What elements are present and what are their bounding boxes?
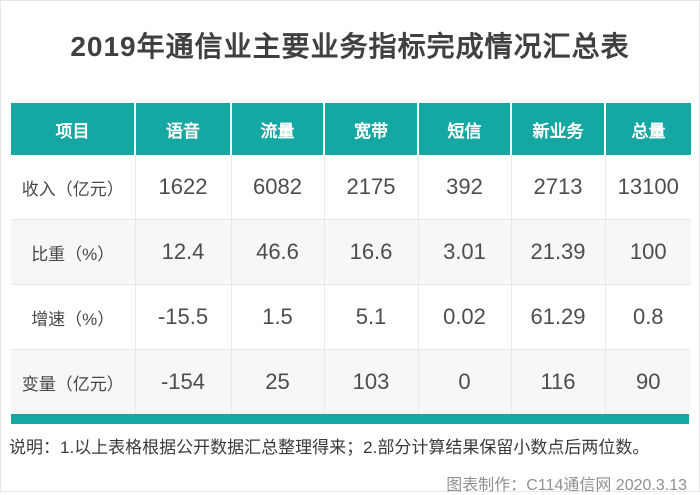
table-cell: 0.8 [604, 284, 691, 350]
row-label: 变量（亿元） [11, 349, 135, 414]
table-cell: 0 [417, 349, 511, 414]
table-cell: 46.6 [230, 219, 324, 285]
table-cell: 1622 [134, 155, 231, 220]
page-title: 2019年通信业主要业务指标完成情况汇总表 [70, 31, 630, 62]
column-header-item: 项目 [11, 103, 135, 155]
column-header-voice: 语音 [134, 103, 231, 155]
column-header-broadband: 宽带 [323, 103, 418, 155]
column-header-new-business: 新业务 [510, 103, 605, 155]
column-header-total: 总量 [604, 103, 691, 155]
row-label: 增速（%） [11, 284, 135, 350]
table-cell: 61.29 [510, 284, 605, 350]
table-row-change: 变量（亿元） -154 25 103 0 116 90 [11, 349, 691, 414]
table-bottom-accent-bar [11, 414, 689, 424]
table-cell: 90 [604, 349, 691, 414]
column-header-traffic: 流量 [230, 103, 324, 155]
credit-text: 图表制作：C114通信网 2020.3.13 [446, 477, 687, 494]
column-header-sms: 短信 [417, 103, 511, 155]
row-label: 收入（亿元） [11, 155, 135, 220]
table-cell: 1.5 [230, 284, 324, 350]
table-cell: 12.4 [134, 219, 231, 285]
table-row-share: 比重（%） 12.4 46.6 16.6 3.01 21.39 100 [11, 219, 691, 285]
table-header-row: 项目 语音 流量 宽带 短信 新业务 总量 [11, 103, 691, 155]
table-cell: -154 [134, 349, 231, 414]
table-row-growth: 增速（%） -15.5 1.5 5.1 0.02 61.29 0.8 [11, 284, 691, 350]
table-row-revenue: 收入（亿元） 1622 6082 2175 392 2713 13100 [11, 155, 691, 220]
table-cell: 0.02 [417, 284, 511, 350]
table-cell: 25 [230, 349, 324, 414]
table-cell: 6082 [230, 155, 324, 220]
table-cell: 392 [417, 155, 511, 220]
table-cell: 3.01 [417, 219, 511, 285]
table-cell: -15.5 [134, 284, 231, 350]
table-cell: 5.1 [323, 284, 418, 350]
table-cell: 16.6 [323, 219, 418, 285]
table-cell: 100 [604, 219, 691, 285]
table-cell: 103 [323, 349, 418, 414]
note-text: 说明：1.以上表格根据公开数据汇总整理得来；2.部分计算结果保留小数点后两位数。 [9, 438, 650, 457]
table-cell: 21.39 [510, 219, 605, 285]
table-cell: 2175 [323, 155, 418, 220]
table-cell: 2713 [510, 155, 605, 220]
summary-table-wrap: 项目 语音 流量 宽带 短信 新业务 总量 收入（亿元） 1622 6082 2… [11, 103, 691, 414]
table-cell: 13100 [604, 155, 691, 220]
table-cell: 116 [510, 349, 605, 414]
summary-table: 项目 语音 流量 宽带 短信 新业务 总量 收入（亿元） 1622 6082 2… [11, 103, 691, 414]
row-label: 比重（%） [11, 219, 135, 285]
